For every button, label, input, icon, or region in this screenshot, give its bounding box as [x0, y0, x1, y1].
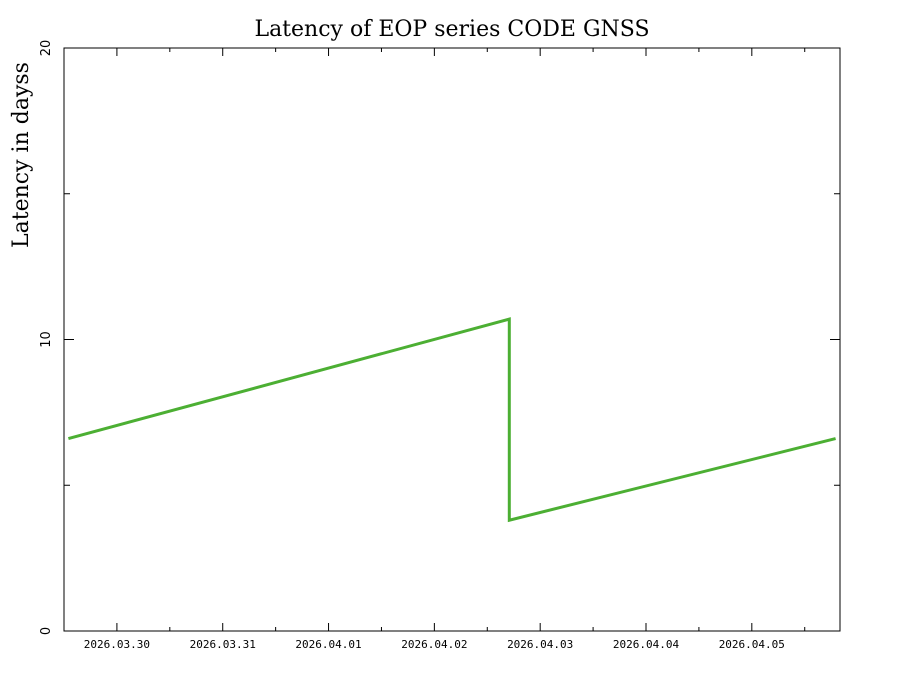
- plot-frame: [63, 47, 841, 632]
- x-axis-ticks: 2026.03.30 2026.03.31 2026.04.01 2026.04.02…: [63, 48, 806, 651]
- x-tick-label: 2026.04.01: [295, 638, 361, 651]
- y-axis-label: Latency in dayss: [9, 62, 34, 248]
- x-tick-label: 2026.04.03: [507, 638, 573, 651]
- x-tick-label: 2026.03.30: [84, 638, 150, 651]
- series-line: [68, 317, 836, 523]
- y-tick-label: 20: [39, 40, 54, 57]
- x-tick-label: 2026.03.31: [190, 638, 256, 651]
- x-tick-label: 2026.04.02: [401, 638, 467, 651]
- x-tick-label: 2026.04.04: [613, 638, 680, 651]
- x-tick-label: 2026.04.05: [719, 638, 785, 651]
- y-tick-label: 0: [39, 627, 54, 635]
- chart-title: Latency of EOP series CODE GNSS: [254, 17, 649, 42]
- y-axis-ticks: 0 10 20: [39, 40, 840, 635]
- y-tick-label: 10: [39, 331, 54, 348]
- series-layer: [68, 317, 836, 523]
